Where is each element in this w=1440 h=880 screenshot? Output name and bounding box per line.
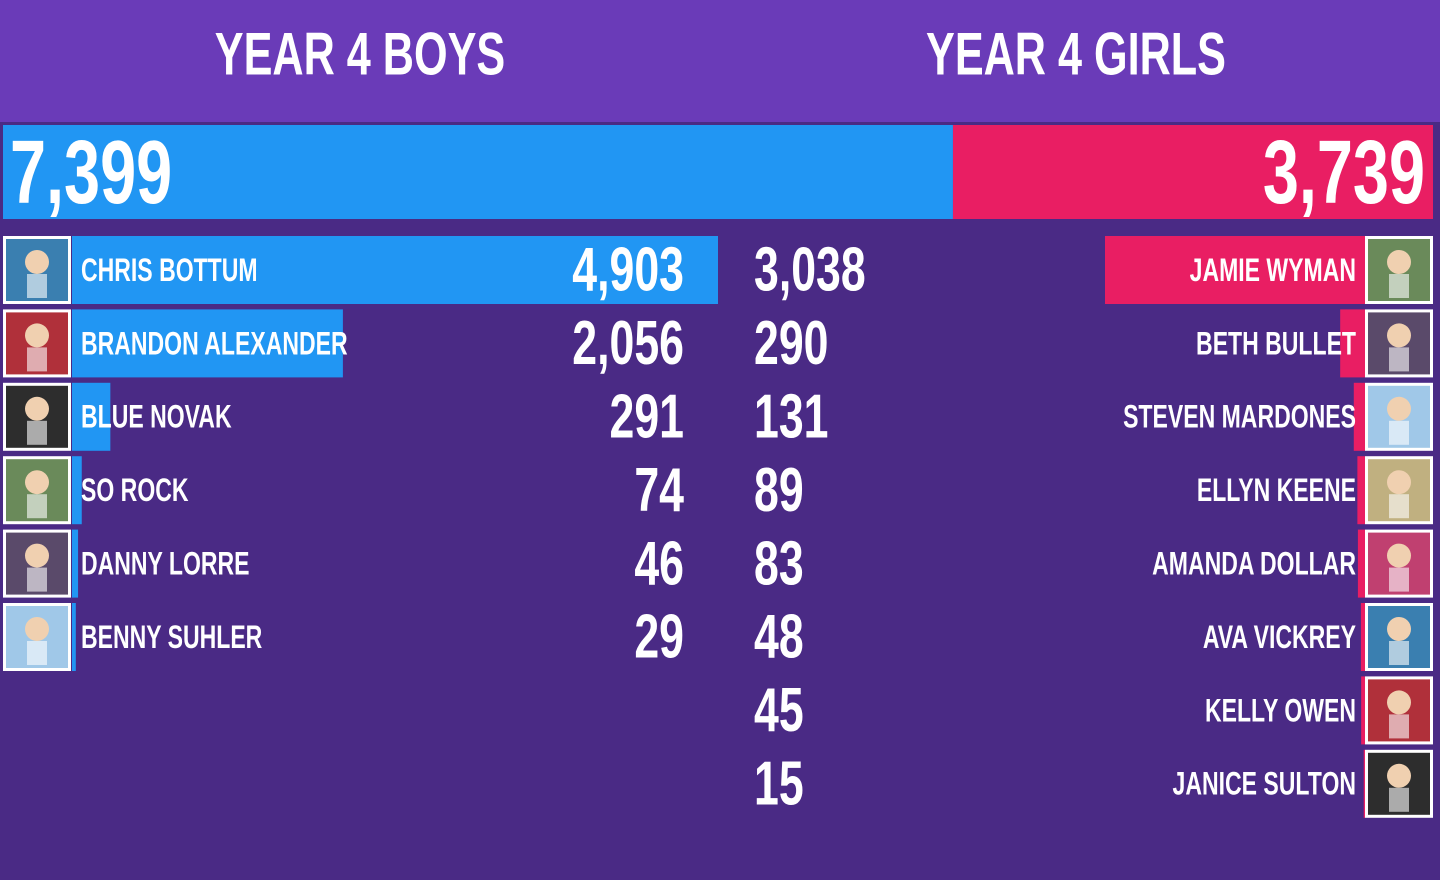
player-name: BENNY SUHLER xyxy=(81,619,262,655)
player-score: 29 xyxy=(634,603,684,672)
avatar-figure xyxy=(1387,690,1411,715)
score-bar xyxy=(72,309,343,378)
score-bar xyxy=(72,382,111,451)
team-title: YEAR 4 GIRLS xyxy=(926,22,1226,89)
avatar-figure xyxy=(25,250,49,274)
player-score: 4,903 xyxy=(572,236,684,305)
player-name: SO ROCK xyxy=(81,472,189,508)
player-score: 290 xyxy=(754,309,828,378)
avatar-figure xyxy=(27,567,47,592)
score-bar xyxy=(1105,236,1365,304)
avatar-figure xyxy=(27,347,47,372)
avatar-figure xyxy=(1389,787,1409,812)
score-bar xyxy=(72,456,82,525)
player-name: KELLY OWEN xyxy=(1205,693,1356,729)
score-bar xyxy=(1361,676,1365,745)
avatar-figure xyxy=(27,494,47,519)
player-name: DANNY LORRE xyxy=(81,546,250,582)
avatar-figure xyxy=(1387,543,1411,568)
player-score: 45 xyxy=(754,676,804,745)
avatar-figure xyxy=(1389,641,1409,665)
player-score: 2,056 xyxy=(572,309,684,378)
avatar-figure xyxy=(1387,323,1411,348)
player-score: 131 xyxy=(754,382,828,451)
avatar-figure xyxy=(27,641,47,665)
avatar-figure xyxy=(27,420,47,445)
avatar-figure xyxy=(1387,250,1411,274)
player-name: AVA VICKREY xyxy=(1203,619,1356,655)
score-bar xyxy=(72,236,718,304)
total-bar xyxy=(952,125,1433,219)
player-score: 3,038 xyxy=(754,236,866,305)
avatar-figure xyxy=(1389,714,1409,739)
score-bar xyxy=(1360,603,1365,671)
player-name: ELLYN KEENE xyxy=(1197,472,1356,508)
avatar-figure xyxy=(1387,470,1411,495)
avatar-figure xyxy=(1389,347,1409,372)
score-bar xyxy=(1353,382,1365,451)
player-name: BRANDON ALEXANDER xyxy=(81,326,348,362)
score-bar xyxy=(1363,749,1365,818)
avatar-figure xyxy=(1389,494,1409,519)
player-name: JAMIE WYMAN xyxy=(1190,252,1356,288)
avatar-figure xyxy=(25,543,49,568)
avatar-figure xyxy=(1387,396,1411,421)
score-bar xyxy=(1357,529,1365,598)
team-title: YEAR 4 BOYS xyxy=(215,22,505,89)
total-bar xyxy=(3,125,953,219)
player-score: 15 xyxy=(754,749,804,818)
avatar-figure xyxy=(25,470,49,495)
avatar-figure xyxy=(25,323,49,348)
score-bar xyxy=(72,529,79,598)
total-score: 7,399 xyxy=(10,122,172,223)
avatar-figure xyxy=(25,617,49,641)
avatar-figure xyxy=(1389,420,1409,445)
player-score: 46 xyxy=(634,529,684,598)
avatar-figure xyxy=(1387,617,1411,641)
player-name: JANICE SULTON xyxy=(1173,766,1356,802)
player-name: BLUE NOVAK xyxy=(81,399,232,435)
player-score: 83 xyxy=(754,529,804,598)
player-name: STEVEN MARDONES xyxy=(1123,399,1356,435)
player-name: CHRIS BOTTUM xyxy=(81,252,258,288)
avatar-figure xyxy=(1389,274,1409,298)
total-score: 3,739 xyxy=(1263,122,1425,223)
avatar-figure xyxy=(27,274,47,298)
score-bar xyxy=(72,603,76,671)
avatar-figure xyxy=(25,396,49,421)
player-name: AMANDA DOLLAR xyxy=(1152,546,1356,582)
score-bar xyxy=(1340,309,1365,378)
player-score: 48 xyxy=(754,603,804,672)
avatar-figure xyxy=(1387,763,1411,788)
player-score: 74 xyxy=(634,456,684,525)
player-score: 291 xyxy=(610,382,684,451)
score-bar xyxy=(1357,456,1365,525)
header xyxy=(0,0,1440,122)
player-name: BETH BULLET xyxy=(1196,326,1356,362)
player-score: 89 xyxy=(754,456,804,525)
avatar-figure xyxy=(1389,567,1409,592)
